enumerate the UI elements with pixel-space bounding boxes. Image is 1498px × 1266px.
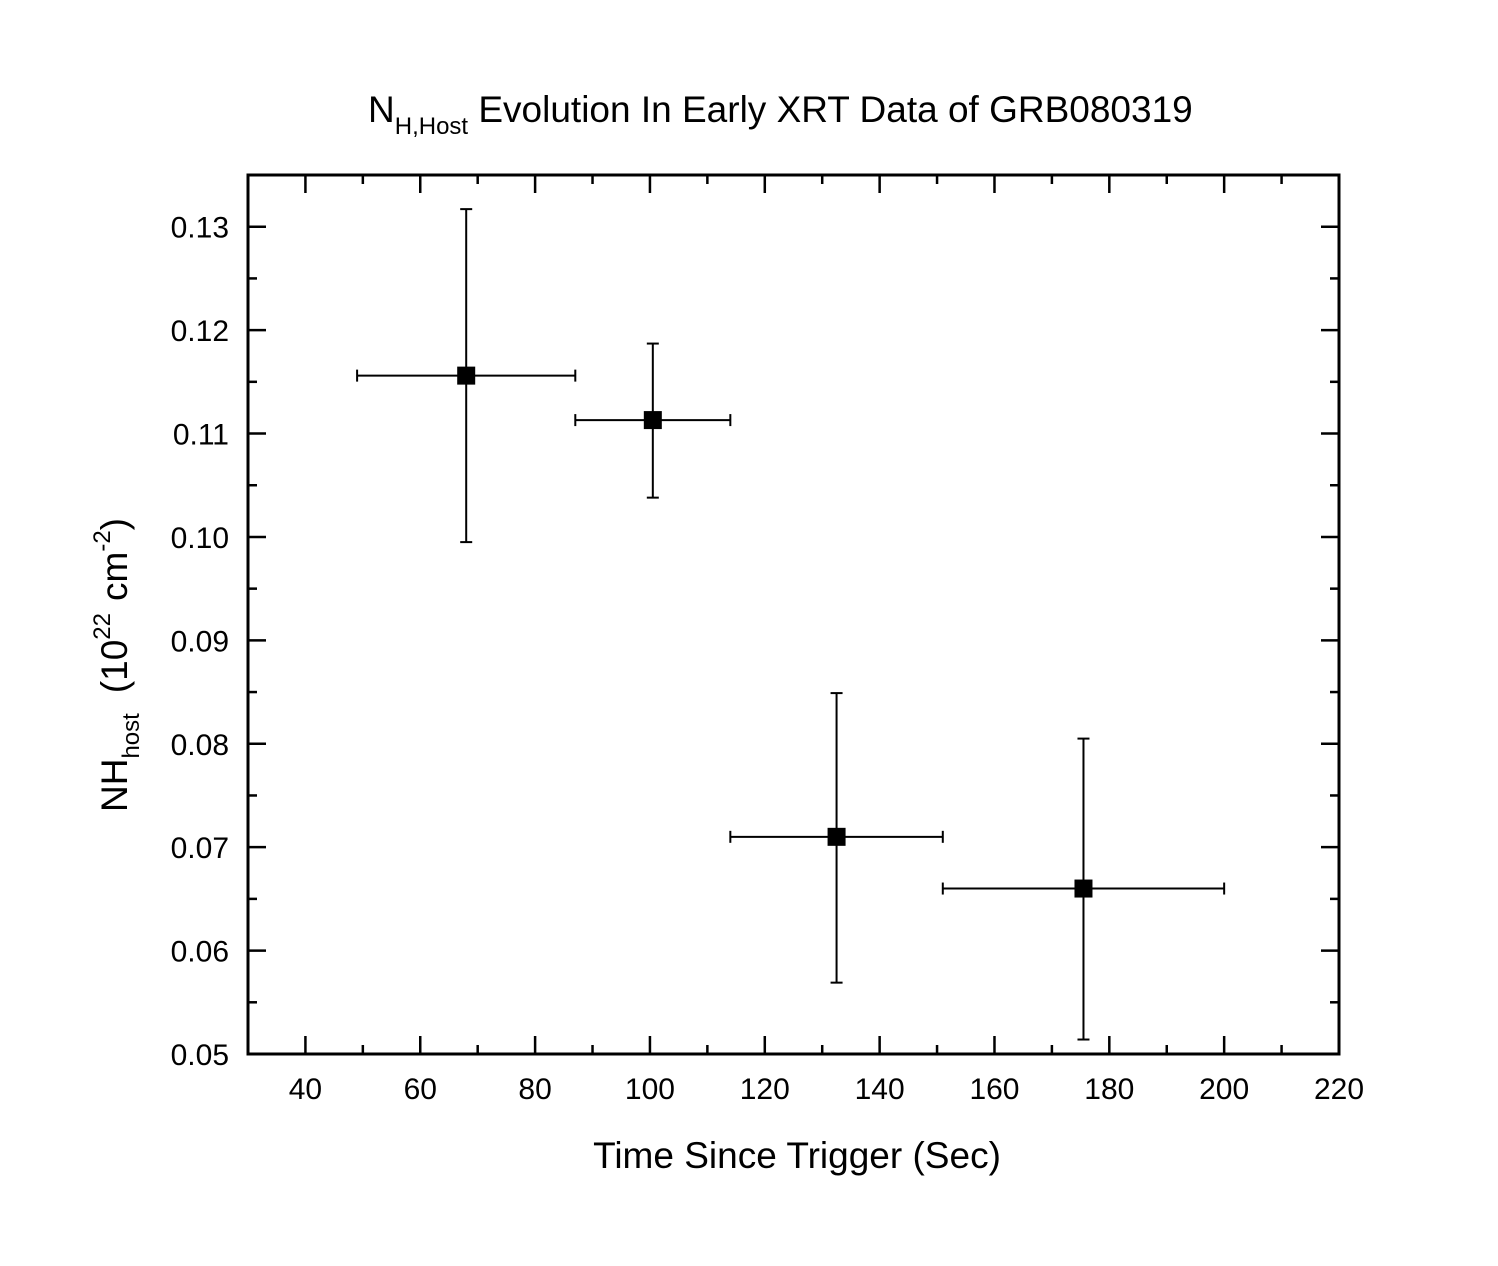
y-axis-label-units-exponent-2: -2 [89,530,116,551]
x-tick-label: 180 [1084,1073,1134,1106]
data-point-marker [827,827,846,846]
y-axis-label-subscript: host [118,713,145,759]
y-axis-label-units-exponent: 22 [89,613,116,640]
y-tick-label: 0.05 [171,1039,229,1072]
y-axis-label-units-close: ) [94,518,135,530]
x-tick-label: 200 [1199,1073,1249,1106]
data-point-marker [643,411,662,430]
y-tick-label: 0.09 [171,625,229,658]
error-bars [356,208,1226,1041]
y-tick-label: 0.08 [171,729,229,762]
y-tick-label: 0.07 [171,832,229,865]
chart-title-subscript: H,Host [395,113,469,140]
y-axis-label: NHhost (1022 cm-2) [89,518,145,812]
x-tick-label: 220 [1314,1073,1364,1106]
x-axis-ticks [304,175,1341,1054]
y-axis-ticks [248,225,1339,1056]
y-tick-label: 0.11 [173,419,229,452]
x-axis-label: Time Since Trigger (Sec) [593,1135,1001,1176]
y-axis-label-units-open: (10 [94,640,135,693]
x-tick-label: 100 [625,1073,675,1106]
data-point-marker [1074,879,1093,898]
x-tick-label: 120 [740,1073,790,1106]
x-tick-label: 40 [289,1073,322,1106]
chart-title: NH,Host Evolution In Early XRT Data of G… [368,89,1193,140]
x-tick-label: 160 [969,1073,1019,1106]
x-tick-label: 140 [855,1073,905,1106]
data-point-marker [457,366,476,385]
y-tick-label: 0.06 [171,936,229,969]
y-axis-tick-labels: 0.05 0.06 0.07 0.08 0.09 0.10 0.11 0.12 0.13 [171,212,229,1072]
y-tick-label: 0.13 [171,212,229,245]
x-tick-label: 80 [518,1073,551,1106]
x-tick-label: 60 [404,1073,437,1106]
plot-area-frame [246,173,1341,1056]
x-axis-tick-labels: 40 60 80 100 120 140 160 180 200 220 [289,1073,1364,1106]
chart-title-rest: Evolution In Early XRT Data of GRB080319 [468,89,1193,130]
y-tick-label: 0.12 [171,315,229,348]
data-markers [457,366,1093,898]
y-tick-label: 0.10 [171,522,229,555]
y-axis-label-units-base: cm [94,552,135,601]
y-axis-label-main: NH [94,759,135,812]
chart-title-main: N [368,89,395,130]
